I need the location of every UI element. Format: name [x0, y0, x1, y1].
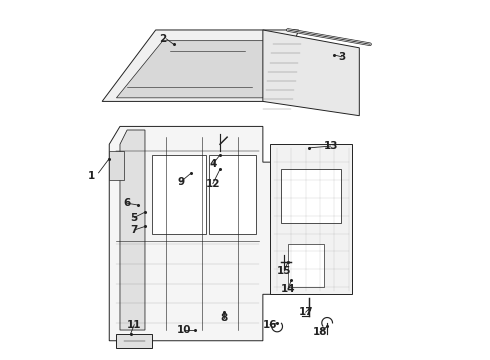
- Bar: [152, 155, 206, 234]
- Bar: [288, 244, 323, 287]
- Text: 6: 6: [123, 198, 131, 208]
- Text: 8: 8: [220, 312, 227, 323]
- Polygon shape: [270, 144, 352, 294]
- Bar: [209, 155, 256, 234]
- Text: 16: 16: [263, 320, 277, 330]
- Text: 5: 5: [131, 212, 138, 222]
- Text: 14: 14: [281, 284, 295, 294]
- Polygon shape: [109, 126, 323, 341]
- Polygon shape: [117, 41, 288, 98]
- Polygon shape: [263, 30, 359, 116]
- Text: 3: 3: [338, 52, 345, 62]
- Text: 18: 18: [313, 327, 327, 337]
- Text: 11: 11: [127, 320, 142, 330]
- Text: 2: 2: [159, 34, 167, 44]
- Text: 10: 10: [177, 325, 192, 335]
- Text: 13: 13: [323, 141, 338, 151]
- Text: 1: 1: [88, 171, 95, 181]
- Text: 4: 4: [209, 159, 217, 169]
- Text: 17: 17: [298, 307, 313, 317]
- Text: 15: 15: [277, 266, 292, 276]
- Text: 12: 12: [206, 179, 220, 189]
- Polygon shape: [117, 334, 152, 348]
- Bar: [281, 169, 342, 223]
- Text: 9: 9: [177, 177, 184, 187]
- Polygon shape: [102, 30, 298, 102]
- Bar: [109, 152, 123, 180]
- Polygon shape: [270, 166, 317, 223]
- Text: 7: 7: [130, 225, 138, 235]
- Polygon shape: [120, 130, 145, 330]
